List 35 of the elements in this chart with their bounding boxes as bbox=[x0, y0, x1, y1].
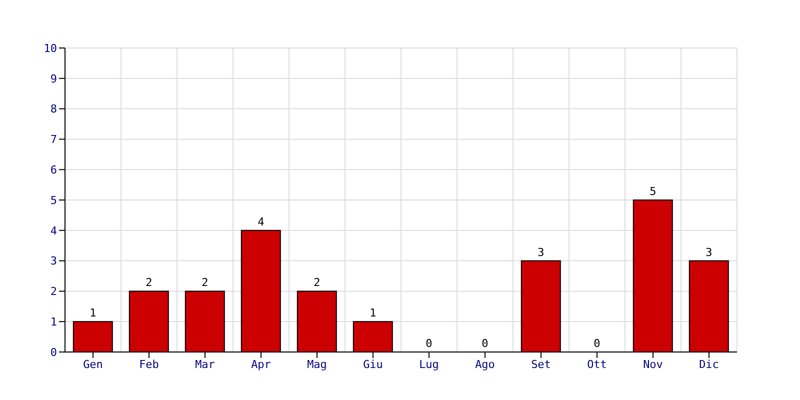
y-tick-label: 6 bbox=[50, 164, 57, 177]
x-tick-label: Feb bbox=[139, 358, 159, 371]
y-tick-label: 2 bbox=[50, 285, 57, 298]
y-tick-label: 8 bbox=[50, 102, 57, 116]
x-tick-label: Mag bbox=[307, 358, 327, 371]
data-label: 3 bbox=[706, 246, 712, 259]
y-tick-label: 9 bbox=[50, 72, 57, 86]
data-label: 0 bbox=[482, 337, 488, 350]
data-label: 5 bbox=[650, 185, 656, 198]
x-tick-label: Ago bbox=[475, 358, 495, 371]
data-label: 2 bbox=[202, 276, 208, 290]
data-label: 3 bbox=[538, 246, 544, 259]
data-label: 0 bbox=[426, 337, 432, 350]
x-tick-label: Ott bbox=[587, 358, 607, 371]
data-label: 2 bbox=[314, 276, 320, 290]
data-label: 1 bbox=[370, 306, 376, 320]
y-tick-label: 10 bbox=[44, 42, 57, 55]
y-tick-label: 5 bbox=[50, 194, 57, 207]
x-tick-label: Dic bbox=[699, 358, 719, 371]
y-tick-label: 3 bbox=[50, 254, 57, 268]
x-tick-label: Mar bbox=[195, 358, 216, 371]
x-tick-label: Gen bbox=[83, 358, 103, 371]
x-tick-label: Lug bbox=[419, 358, 439, 371]
x-tick-label: Giu bbox=[363, 358, 383, 371]
y-tick-label: 1 bbox=[50, 316, 57, 329]
data-label: 4 bbox=[258, 215, 265, 228]
x-tick-label: Apr bbox=[251, 358, 272, 371]
x-tick-label: Nov bbox=[643, 358, 664, 371]
y-tick-label: 7 bbox=[50, 133, 57, 146]
data-label: 2 bbox=[146, 276, 152, 290]
x-tick-label: Set bbox=[531, 358, 551, 371]
data-label: 1 bbox=[90, 306, 96, 320]
data-label: 0 bbox=[594, 337, 600, 350]
y-tick-label: 0 bbox=[50, 346, 57, 359]
y-tick-label: 4 bbox=[50, 224, 58, 238]
